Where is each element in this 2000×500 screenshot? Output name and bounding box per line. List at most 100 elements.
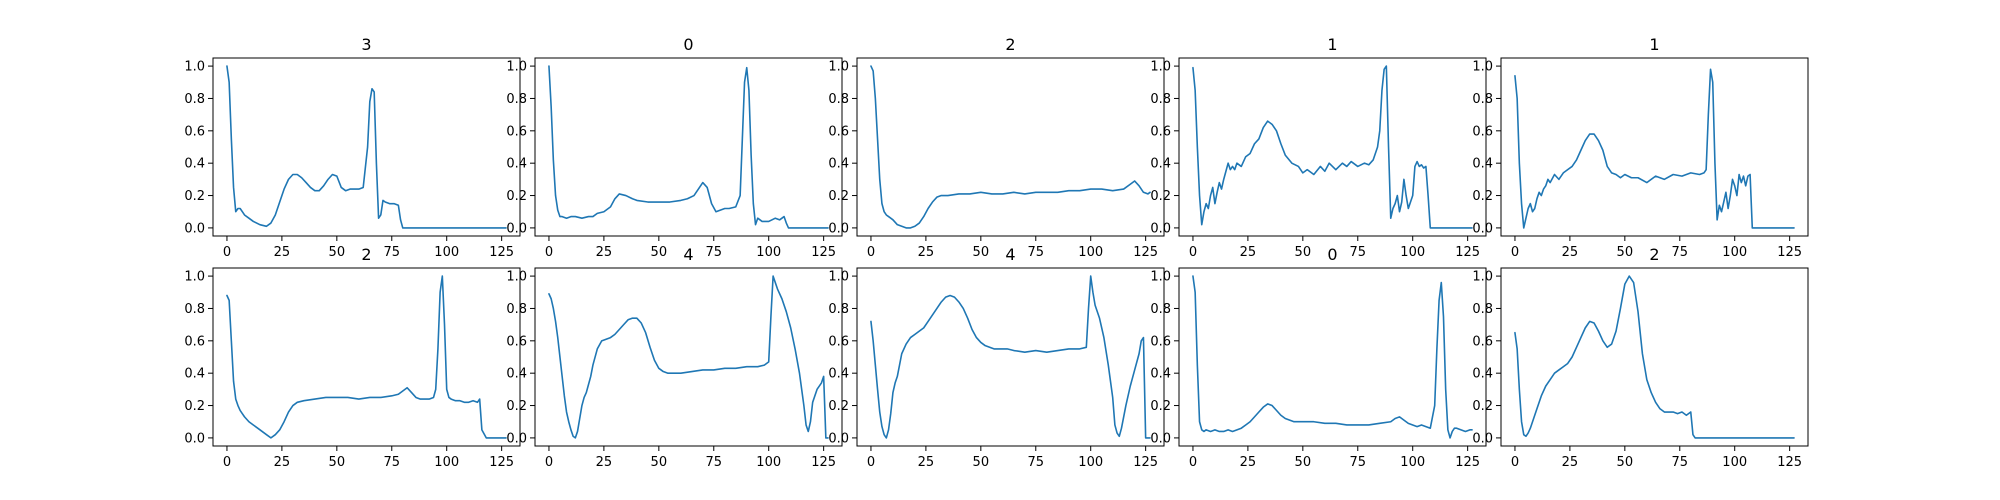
- axes-frame: [1500, 267, 1809, 447]
- x-tick-label: 75: [1349, 245, 1366, 260]
- series-line: [548, 65, 829, 229]
- y-tick-label: 0.8: [184, 302, 205, 317]
- x-tick-label: 25: [918, 245, 935, 260]
- axes-frame: [856, 267, 1165, 447]
- axes-frame: [1178, 57, 1487, 237]
- y-tick-label: 0.6: [506, 124, 527, 139]
- y-tick-label: 0.6: [506, 334, 527, 349]
- x-tick-label: 25: [1562, 455, 1579, 470]
- y-tick-label: 0.6: [1472, 124, 1493, 139]
- x-tick-label: 125: [1455, 455, 1480, 470]
- x-tick-label: 100: [434, 455, 459, 470]
- subplot-title: 4: [1005, 245, 1015, 264]
- y-tick-label: 1.0: [1472, 60, 1493, 75]
- y-tick-label: 0.6: [184, 124, 205, 139]
- y-tick-label: 0.8: [828, 302, 849, 317]
- y-tick-label: 0.0: [506, 221, 527, 236]
- y-tick-label: 0.6: [1472, 334, 1493, 349]
- y-tick-label: 0.8: [1472, 302, 1493, 317]
- y-tick-label: 1.0: [506, 270, 527, 285]
- x-tick-label: 75: [1349, 455, 1366, 470]
- subplot-title: 0: [683, 35, 693, 54]
- y-tick-label: 0.2: [184, 189, 205, 204]
- subplot-7: 4 0 25 50 75 100 125 0.0 0.2 0.4 0.6 0.8 1.0: [828, 245, 1165, 470]
- x-tick-label: 50: [1617, 245, 1634, 260]
- x-tick-label: 25: [1240, 455, 1257, 470]
- x-tick-label: 50: [329, 455, 346, 470]
- x-tick-label: 25: [274, 245, 291, 260]
- x-tick-label: 75: [705, 245, 722, 260]
- y-tick-label: 0.4: [828, 157, 849, 172]
- y-tick-label: 0.0: [828, 431, 849, 446]
- series-line: [870, 275, 1151, 439]
- x-tick-label: 100: [1400, 245, 1425, 260]
- y-tick-label: 0.2: [184, 399, 205, 414]
- y-tick-label: 1.0: [184, 60, 205, 75]
- axes-frame: [534, 57, 843, 237]
- subplot-9: 2 0 25 50 75 100 125 0.0 0.2 0.4 0.6 0.8 1.0: [1472, 245, 1809, 470]
- subplot-5: 2 0 25 50 75 100 125 0.0 0.2 0.4 0.6 0.8 1.0: [184, 245, 521, 470]
- y-tick-label: 0.2: [828, 399, 849, 414]
- y-tick-label: 0.4: [1150, 157, 1171, 172]
- x-tick-label: 0: [1511, 455, 1519, 470]
- x-tick-label: 100: [756, 245, 781, 260]
- subplot-title: 1: [1327, 35, 1337, 54]
- y-tick-label: 1.0: [828, 60, 849, 75]
- x-tick-label: 0: [223, 245, 231, 260]
- x-tick-label: 50: [1617, 455, 1634, 470]
- y-tick-label: 0.8: [506, 302, 527, 317]
- x-tick-label: 100: [1400, 455, 1425, 470]
- x-tick-label: 50: [973, 245, 990, 260]
- x-tick-label: 100: [1722, 245, 1747, 260]
- y-tick-label: 0.2: [506, 189, 527, 204]
- y-tick-label: 0.2: [1150, 399, 1171, 414]
- x-tick-label: 0: [223, 455, 231, 470]
- subplot-4: 1 0 25 50 75 100 125 0.0 0.2 0.4 0.6 0.8 1.0: [1472, 35, 1809, 260]
- y-tick-label: 0.2: [1150, 189, 1171, 204]
- x-tick-label: 25: [596, 245, 613, 260]
- axes-frame: [1178, 267, 1487, 447]
- axes-frame: [534, 267, 843, 447]
- x-tick-label: 50: [651, 245, 668, 260]
- x-tick-label: 100: [756, 455, 781, 470]
- subplot-1: 0 0 25 50 75 100 125 0.0 0.2 0.4 0.6 0.8 1.0: [506, 35, 843, 260]
- y-tick-label: 0.4: [184, 157, 205, 172]
- y-tick-label: 0.6: [184, 334, 205, 349]
- x-tick-label: 75: [383, 455, 400, 470]
- series-line: [548, 275, 829, 439]
- x-tick-label: 0: [1189, 455, 1197, 470]
- y-tick-label: 0.0: [184, 221, 205, 236]
- y-tick-label: 0.4: [1472, 157, 1493, 172]
- series-line: [1192, 65, 1473, 229]
- x-tick-label: 75: [1671, 455, 1688, 470]
- y-tick-label: 1.0: [184, 270, 205, 285]
- y-tick-label: 0.4: [828, 367, 849, 382]
- x-tick-label: 25: [1240, 245, 1257, 260]
- subplot-title: 3: [361, 35, 371, 54]
- y-tick-label: 0.4: [184, 367, 205, 382]
- y-tick-label: 0.8: [1472, 92, 1493, 107]
- y-tick-label: 0.4: [1150, 367, 1171, 382]
- y-tick-label: 0.0: [506, 431, 527, 446]
- y-tick-label: 0.6: [1150, 124, 1171, 139]
- y-tick-label: 0.2: [1472, 189, 1493, 204]
- y-tick-label: 0.0: [184, 431, 205, 446]
- y-tick-label: 0.0: [1150, 221, 1171, 236]
- y-tick-label: 1.0: [1150, 60, 1171, 75]
- y-tick-label: 0.4: [1472, 367, 1493, 382]
- x-tick-label: 25: [918, 455, 935, 470]
- subplot-6: 4 0 25 50 75 100 125 0.0 0.2 0.4 0.6 0.8 1.0: [506, 245, 843, 470]
- x-tick-label: 125: [1133, 245, 1158, 260]
- y-tick-label: 0.6: [828, 124, 849, 139]
- x-tick-label: 125: [1133, 455, 1158, 470]
- x-tick-label: 0: [545, 245, 553, 260]
- subplot-8: 0 0 25 50 75 100 125 0.0 0.2 0.4 0.6 0.8 1.0: [1150, 245, 1487, 470]
- subplot-2: 2 0 25 50 75 100 125 0.0 0.2 0.4 0.6 0.8 1.0: [828, 35, 1165, 260]
- series-line: [1192, 275, 1473, 439]
- x-tick-label: 125: [1777, 245, 1802, 260]
- subplot-0: 3 0 25 50 75 100 125 0.0 0.2 0.4 0.6 0.8 1.0: [184, 35, 521, 260]
- y-tick-label: 1.0: [506, 60, 527, 75]
- x-tick-label: 50: [1295, 455, 1312, 470]
- axes-frame: [1500, 57, 1809, 237]
